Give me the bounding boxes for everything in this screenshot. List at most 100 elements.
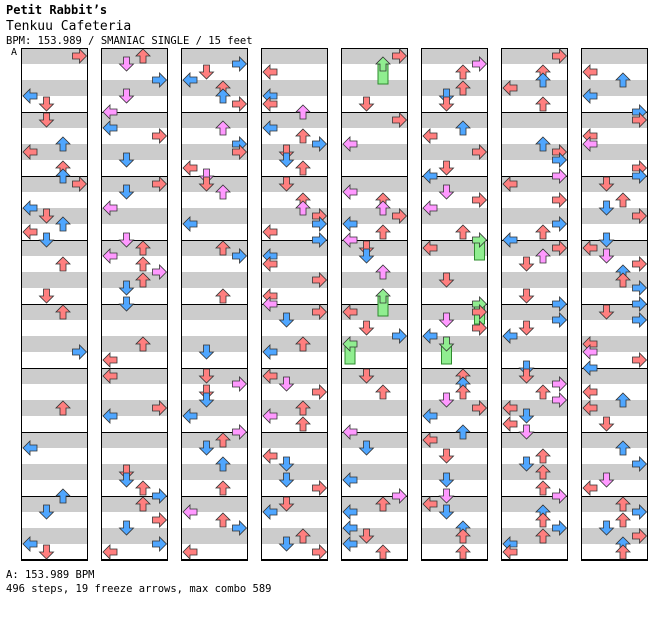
step-arrow — [438, 312, 455, 328]
step-arrow — [582, 88, 598, 104]
step-arrow — [358, 96, 375, 112]
beat-band — [181, 368, 248, 384]
beat-band — [101, 208, 168, 224]
step-arrow — [312, 304, 328, 320]
beat-band — [261, 496, 328, 512]
chart-column — [21, 48, 88, 561]
step-arrow — [375, 544, 391, 560]
beat-band — [581, 80, 648, 96]
step-arrow — [262, 224, 278, 240]
step-arrow — [232, 520, 248, 536]
step-arrow — [262, 256, 278, 272]
beat-band — [501, 304, 568, 320]
beat-band — [181, 272, 248, 288]
beat-band — [261, 528, 328, 544]
step-arrow — [55, 168, 71, 184]
step-arrow — [278, 176, 295, 192]
beat-band — [501, 144, 568, 160]
beat-band — [501, 432, 568, 448]
step-arrow — [38, 112, 55, 128]
step-arrow — [312, 216, 328, 232]
step-arrow — [278, 472, 295, 488]
step-arrow — [262, 504, 278, 520]
step-arrow — [102, 408, 118, 424]
step-arrow — [552, 312, 568, 328]
bpm-footer: A: 153.989 BPM — [6, 569, 95, 581]
step-arrow — [232, 96, 248, 112]
step-arrow — [198, 176, 215, 192]
step-arrow — [598, 248, 615, 264]
step-arrow — [215, 288, 231, 304]
step-arrow — [295, 128, 311, 144]
beat-band — [341, 336, 408, 352]
step-arrow — [232, 376, 248, 392]
step-arrow — [502, 416, 518, 432]
beat-band — [581, 272, 648, 288]
step-arrow — [375, 496, 391, 512]
step-arrow — [422, 200, 438, 216]
beat-band — [261, 112, 328, 128]
step-arrow — [55, 400, 71, 416]
step-arrow — [598, 176, 615, 192]
step-arrow — [552, 376, 568, 392]
beat-band — [581, 432, 648, 448]
step-arrow — [342, 216, 358, 232]
step-arrow — [312, 232, 328, 248]
step-arrow — [535, 528, 551, 544]
step-arrow — [215, 120, 231, 136]
step-arrow — [598, 232, 615, 248]
beat-band — [101, 176, 168, 192]
step-arrow — [598, 416, 615, 432]
step-arrow — [615, 544, 631, 560]
beat-band — [261, 400, 328, 416]
step-arrow — [472, 320, 488, 336]
step-arrow — [312, 480, 328, 496]
step-arrow — [22, 536, 38, 552]
step-arrow — [518, 256, 535, 272]
step-arrow — [118, 184, 135, 200]
step-arrow — [38, 504, 55, 520]
beat-band — [421, 496, 488, 512]
step-arrow — [232, 424, 248, 440]
step-arrow — [358, 368, 375, 384]
step-arrow — [502, 328, 518, 344]
beat-band — [501, 496, 568, 512]
beat-band — [261, 80, 328, 96]
beat-band — [101, 112, 168, 128]
beat-band — [101, 400, 168, 416]
step-arrow — [615, 72, 631, 88]
step-arrow — [438, 448, 455, 464]
step-arrow — [422, 408, 438, 424]
step-arrow — [22, 224, 38, 240]
beat-band — [101, 496, 168, 512]
beat-band — [501, 464, 568, 480]
step-arrow — [295, 416, 311, 432]
step-arrow — [215, 88, 231, 104]
step-arrow — [375, 288, 391, 304]
step-arrow — [38, 288, 55, 304]
step-arrow — [38, 208, 55, 224]
step-arrow — [632, 312, 648, 328]
step-arrow — [535, 136, 551, 152]
step-arrow — [232, 56, 248, 72]
beat-band — [181, 496, 248, 512]
step-arrow — [135, 336, 151, 352]
step-arrow — [342, 424, 358, 440]
step-arrow — [198, 392, 215, 408]
step-arrow — [518, 360, 535, 376]
step-arrow — [102, 544, 118, 560]
beat-band — [421, 144, 488, 160]
beat-band — [581, 208, 648, 224]
step-arrow — [472, 232, 488, 248]
beat-band — [421, 80, 488, 96]
beat-band — [21, 144, 88, 160]
step-arrow — [152, 72, 168, 88]
chart-column — [261, 48, 328, 561]
beat-band — [261, 304, 328, 320]
step-arrow — [278, 152, 295, 168]
beat-band — [421, 112, 488, 128]
beat-band — [261, 144, 328, 160]
step-arrow — [392, 488, 408, 504]
step-arrow — [22, 144, 38, 160]
